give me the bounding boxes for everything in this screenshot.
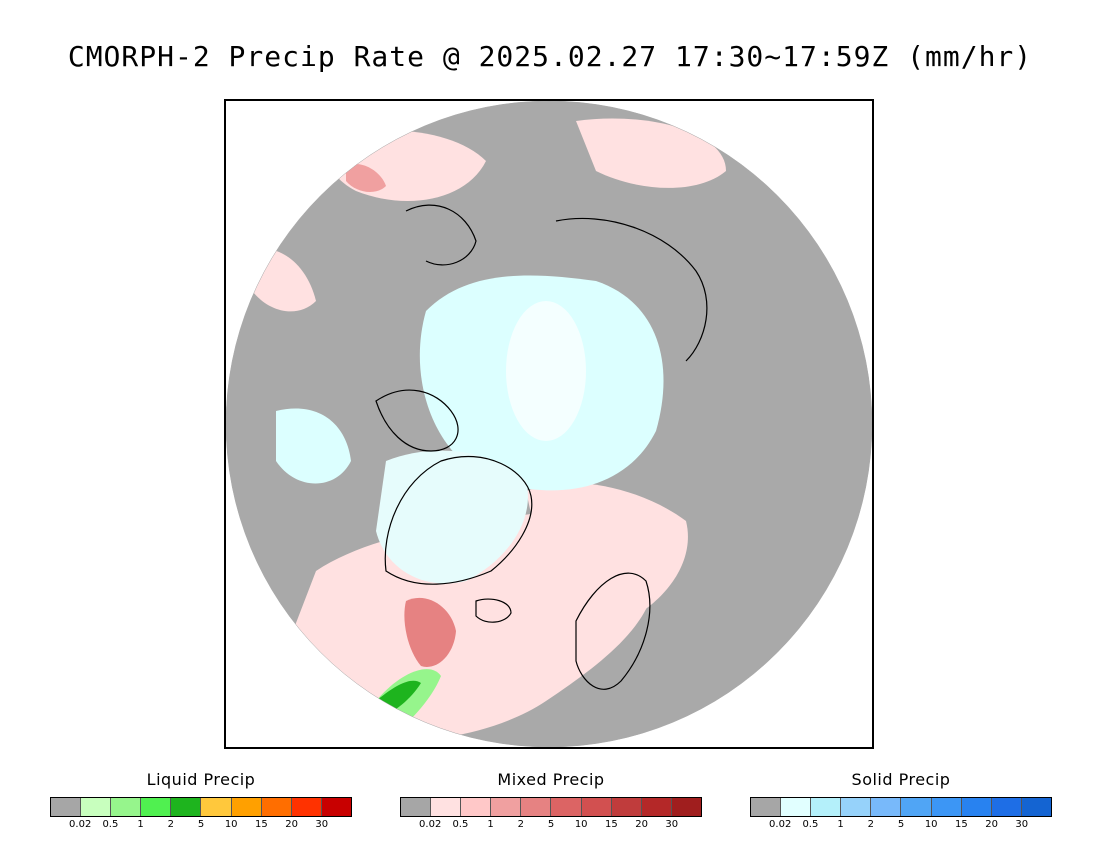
polar-map [224,99,874,749]
canadian-archipelago-coast [375,389,459,452]
mixed-swatch-8 [641,798,672,816]
mixed-precip-cell-pacific [346,163,386,193]
solid-precip-greenland [376,450,528,584]
mixed-swatch-7 [611,798,642,816]
solid-tick-label: 2 [867,819,874,830]
mixed-swatch-2 [461,798,492,816]
coastlines [375,204,708,690]
legend-liquid-title: Liquid Precip [146,770,256,789]
liquid-swatch-5 [201,798,232,816]
solid-tick-label: 0.02 [769,819,792,830]
liquid-tick-label: 0.5 [102,819,119,830]
mixed-swatch-1 [431,798,462,816]
solid-swatch-0 [751,798,782,816]
legend-solid: Solid Precip 0.02 0.5 1 2 5 10 15 20 30 [750,770,1052,831]
solid-swatch-5 [901,798,932,816]
solid-tick-label: 15 [955,819,968,830]
siberia-coast [555,217,708,362]
solid-tick-label: 20 [985,819,998,830]
solid-precip-hudson [276,408,351,484]
mixed-swatch-0 [401,798,432,816]
legend-mixed-colorbar [400,797,702,817]
liquid-tick-label: 5 [197,819,205,830]
legend-solid-ticks: 0.02 0.5 1 2 5 10 15 20 30 [750,817,1052,831]
liquid-swatch-0 [51,798,82,816]
mixed-tick-label: 5 [547,819,555,830]
alaska-coast [405,204,477,266]
mixed-tick-label: 15 [605,819,618,830]
mixed-tick-label: 0.5 [452,819,469,830]
liquid-swatch-6 [231,798,262,816]
solid-swatch-1 [781,798,812,816]
liquid-swatch-7 [261,798,292,816]
legend-mixed: Mixed Precip 0.02 0.5 1 2 5 10 15 20 30 [400,770,702,831]
liquid-swatch-8 [291,798,322,816]
liquid-swatch-4 [171,798,202,816]
legend-liquid-ticks: 0.02 0.5 1 2 5 10 15 20 30 [50,817,352,831]
solid-swatch-8 [991,798,1022,816]
liquid-tick-label: 2 [167,819,174,830]
legend-mixed-title: Mixed Precip [497,770,605,789]
solid-tick-label: 10 [924,819,938,830]
iceland-coast [475,598,512,623]
mixed-swatch-9 [671,798,701,816]
mixed-swatch-6 [581,798,612,816]
liquid-tick-label: 10 [224,819,238,830]
precip-field [226,101,872,747]
polar-map-canvas [226,101,872,747]
legend-solid-colorbar [750,797,1052,817]
mixed-precip-cell-atlantic [404,597,456,667]
solid-tick-label: 30 [1015,819,1029,830]
solid-swatch-4 [871,798,902,816]
mixed-tick-label: 0.02 [419,819,442,830]
solid-swatch-3 [841,798,872,816]
solid-precip-pole-core [506,301,586,441]
mixed-tick-label: 2 [517,819,524,830]
solid-tick-label: 0.5 [802,819,819,830]
solid-swatch-2 [811,798,842,816]
solid-tick-label: 5 [897,819,905,830]
solid-tick-label: 1 [837,819,844,830]
solid-swatch-6 [931,798,962,816]
mixed-tick-label: 10 [574,819,588,830]
legend-liquid: Liquid Precip 0.02 0.5 1 2 5 10 15 20 30 [50,770,352,831]
mixed-precip-bering [576,118,726,188]
legend-solid-title: Solid Precip [851,770,951,789]
liquid-swatch-1 [81,798,112,816]
map-title: CMORPH-2 Precip Rate @ 2025.02.27 17:30~… [67,40,1033,73]
legend-mixed-ticks: 0.02 0.5 1 2 5 10 15 20 30 [400,817,702,831]
legend-liquid-colorbar [50,797,352,817]
liquid-tick-label: 30 [315,819,329,830]
scandinavia-coast [575,572,651,690]
greenland-coast [384,455,533,585]
mixed-tick-label: 20 [635,819,648,830]
liquid-tick-label: 20 [285,819,298,830]
liquid-swatch-9 [321,798,351,816]
mixed-swatch-5 [551,798,582,816]
mixed-tick-label: 1 [487,819,494,830]
liquid-tick-label: 15 [255,819,268,830]
liquid-swatch-3 [141,798,172,816]
liquid-swatch-2 [111,798,142,816]
mixed-tick-label: 30 [665,819,679,830]
mixed-precip-norwegian-sea [526,482,688,629]
liquid-tick-label: 1 [137,819,144,830]
solid-swatch-7 [961,798,992,816]
solid-swatch-9 [1021,798,1051,816]
mixed-swatch-3 [491,798,522,816]
liquid-tick-label: 0.02 [69,819,92,830]
mixed-swatch-4 [521,798,552,816]
